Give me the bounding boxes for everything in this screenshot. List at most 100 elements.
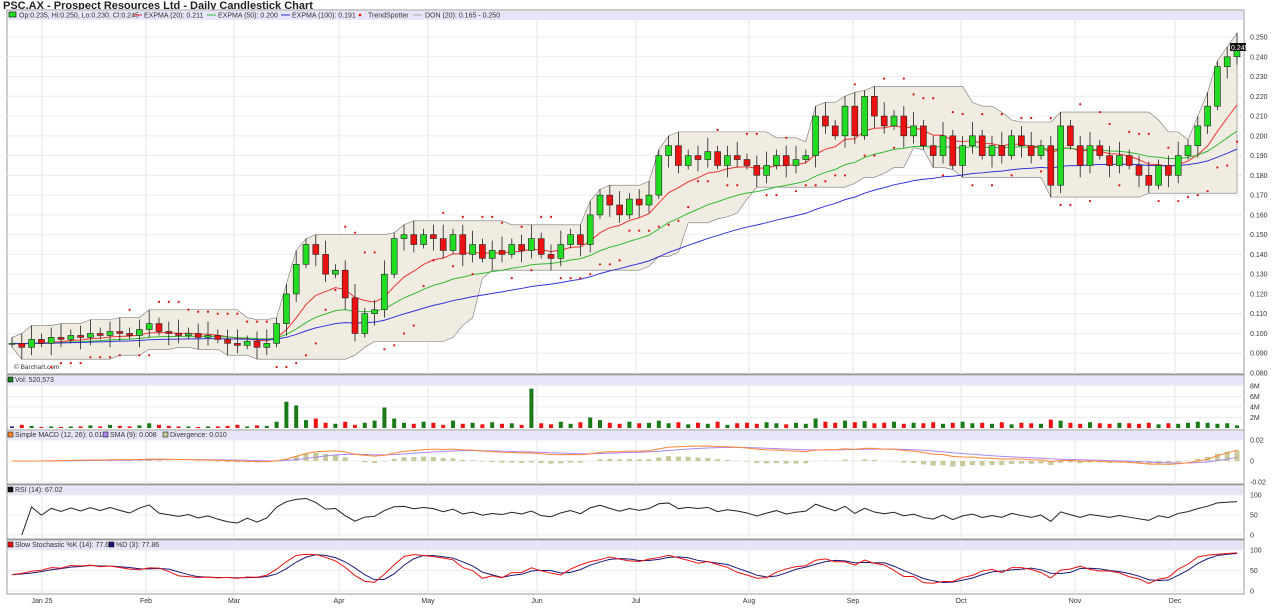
candle-body [224, 339, 231, 344]
divergence-bar [342, 457, 348, 461]
volume-bar [1195, 421, 1200, 428]
volume-bar [39, 426, 44, 428]
divergence-bar [695, 457, 701, 461]
stoch-k-line [11, 552, 1238, 585]
divergence-bar [499, 461, 505, 463]
trendspotter-dot [716, 128, 719, 131]
trendspotter-dot [785, 136, 788, 139]
trendspotter-dot [167, 300, 170, 303]
price-tick-label: 0.170 [1250, 193, 1268, 200]
candle-body [361, 313, 369, 334]
candle-body [77, 335, 84, 338]
trendspotter-dot [687, 205, 690, 209]
volume-bar [10, 426, 14, 428]
volume-bar [1205, 422, 1210, 428]
trendspotter-dot [932, 97, 935, 100]
volume-bar [852, 422, 857, 428]
trendspotter-dot [873, 154, 876, 157]
candle-body [155, 323, 163, 332]
volume-bar [500, 423, 504, 428]
candle-body [508, 244, 516, 255]
trendspotter-dot [59, 362, 63, 365]
divergence-bar [470, 460, 476, 461]
divergence-bar [1058, 461, 1064, 463]
trendspotter-dot [1098, 111, 1101, 114]
trendspotter-dot [667, 223, 670, 226]
volume-bar [715, 421, 720, 428]
volume-bar [470, 422, 475, 428]
trendspotter-dot [461, 215, 464, 218]
volume-bar [68, 426, 73, 428]
volume-bar [1078, 423, 1083, 428]
volume-bar [382, 407, 387, 428]
volume-bar [353, 424, 357, 428]
rsi-tick-label: 50 [1250, 513, 1258, 520]
divergence-bar [950, 461, 956, 467]
volume-bar [431, 422, 436, 428]
trendspotter-dot [549, 215, 553, 218]
legend-ema50: EXPMA (50): 0.200 [218, 13, 278, 20]
price-tick-label: 0.090 [1250, 351, 1268, 358]
trendspotter-dot [981, 112, 984, 116]
volume-bar [1048, 419, 1053, 428]
volume-bar [225, 425, 230, 428]
x-tick-label: Mar [228, 598, 241, 605]
candle-body [939, 135, 947, 156]
trendspotter-dot [1128, 130, 1131, 133]
candle-body [459, 234, 467, 255]
trendspotter-dot [1079, 103, 1082, 106]
candle-body [312, 244, 320, 255]
divergence-bar [901, 461, 907, 463]
legend-stoch-k: Slow Stochastic %K (14): 77.62 [15, 542, 113, 549]
trendspotter-dot [765, 194, 768, 197]
volume-tick-label: 2M [1250, 415, 1260, 422]
candle-body [449, 234, 457, 251]
candle-body [1076, 145, 1084, 166]
volume-bar [833, 422, 838, 428]
candle-body [890, 115, 898, 127]
volume-bar [411, 423, 416, 428]
price-tick-label: 0.180 [1250, 173, 1268, 180]
candle-body [665, 145, 672, 156]
volume-bar [950, 422, 955, 428]
price-tick-label: 0.080 [1250, 371, 1268, 378]
trendspotter-dot [638, 229, 641, 232]
candle-body [214, 335, 222, 340]
trendspotter-dot [696, 180, 700, 183]
trendspotter-dot [442, 211, 445, 215]
volume-bar [343, 421, 348, 428]
candle-body [929, 145, 937, 156]
trendspotter-dot [324, 308, 327, 311]
trendspotter-dot [1010, 174, 1013, 177]
trendspotter-dot [79, 362, 82, 365]
candle-body [1037, 145, 1045, 156]
volume-bar [549, 424, 553, 428]
volume-bar [441, 424, 446, 428]
volume-bar [941, 423, 945, 428]
divergence-bar [1195, 458, 1201, 461]
legend-ema20: EXPMA (20): 0.211 [144, 13, 204, 20]
candle-body [1096, 145, 1104, 156]
candle-body [341, 269, 349, 299]
divergence-bar [381, 461, 387, 462]
divergence-bar [577, 461, 583, 463]
trendspotter-dot [706, 180, 709, 183]
volume-bar [725, 424, 730, 428]
divergence-bar [764, 461, 770, 464]
divergence-bar [332, 454, 338, 461]
volume-bar [1009, 424, 1014, 428]
candle-body [616, 204, 623, 216]
candle-body [145, 323, 153, 330]
volume-bar [323, 422, 328, 428]
divergence-bar [1087, 461, 1093, 463]
trendspotter-dot [373, 251, 376, 254]
divergence-bar [617, 459, 623, 461]
legend-trendspotter: TrendSpotter [368, 13, 409, 20]
trendspotter-dot [883, 77, 886, 80]
volume-bar [78, 426, 83, 428]
legend-macd: Simple MACD (12, 26): 0.018 [15, 432, 107, 439]
divergence-bar [705, 457, 711, 461]
rsi-tick-label: 100 [1250, 493, 1262, 500]
candle-body [1057, 125, 1064, 186]
